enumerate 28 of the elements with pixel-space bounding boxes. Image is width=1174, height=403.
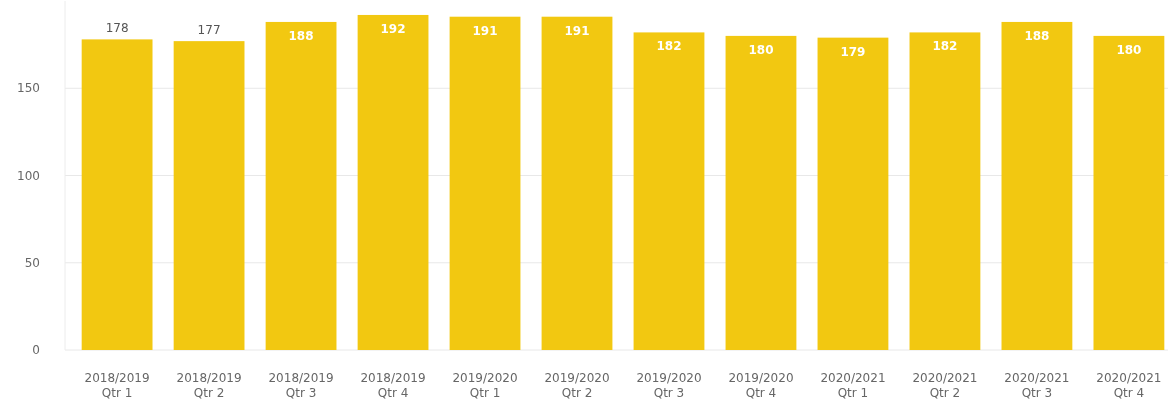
data-label: 191: [472, 23, 498, 38]
data-label: 177: [197, 23, 221, 38]
x-tick-label: 2020/2021 Qtr 1: [820, 371, 886, 400]
x-tick-label: 2020/2021 Qtr 3: [1004, 371, 1070, 400]
data-label: 180: [1116, 42, 1142, 57]
data-label: 188: [288, 28, 314, 43]
x-tick-label: 2019/2020 Qtr 4: [728, 371, 794, 400]
x-tick-label: 2019/2020 Qtr 2: [544, 371, 610, 400]
data-label: 180: [748, 42, 774, 57]
y-tick-label: 150: [17, 81, 40, 96]
x-tick-label: 2018/2019 Qtr 2: [176, 371, 242, 400]
x-tick-label: 2019/2020 Qtr 3: [636, 371, 702, 400]
x-tick-label: 2018/2019 Qtr 4: [360, 371, 426, 400]
x-tick-label: 2020/2021 Qtr 2: [912, 371, 978, 400]
y-tick-label: 100: [17, 168, 40, 183]
data-label: 182: [932, 39, 958, 54]
data-label: 179: [840, 44, 866, 59]
y-tick-label: 50: [24, 255, 40, 270]
data-label: 192: [380, 21, 406, 36]
x-tick-label: 2018/2019 Qtr 1: [84, 371, 150, 400]
y-tick-label: 0: [32, 343, 40, 358]
x-tick-label: 2018/2019 Qtr 3: [268, 371, 334, 400]
data-label: 178: [105, 21, 129, 36]
data-label: 188: [1024, 28, 1050, 43]
data-label: 191: [564, 23, 590, 38]
data-label: 182: [656, 39, 682, 54]
x-tick-label: 2019/2020 Qtr 1: [452, 371, 518, 400]
x-tick-label: 2020/2021 Qtr 4: [1096, 371, 1162, 400]
